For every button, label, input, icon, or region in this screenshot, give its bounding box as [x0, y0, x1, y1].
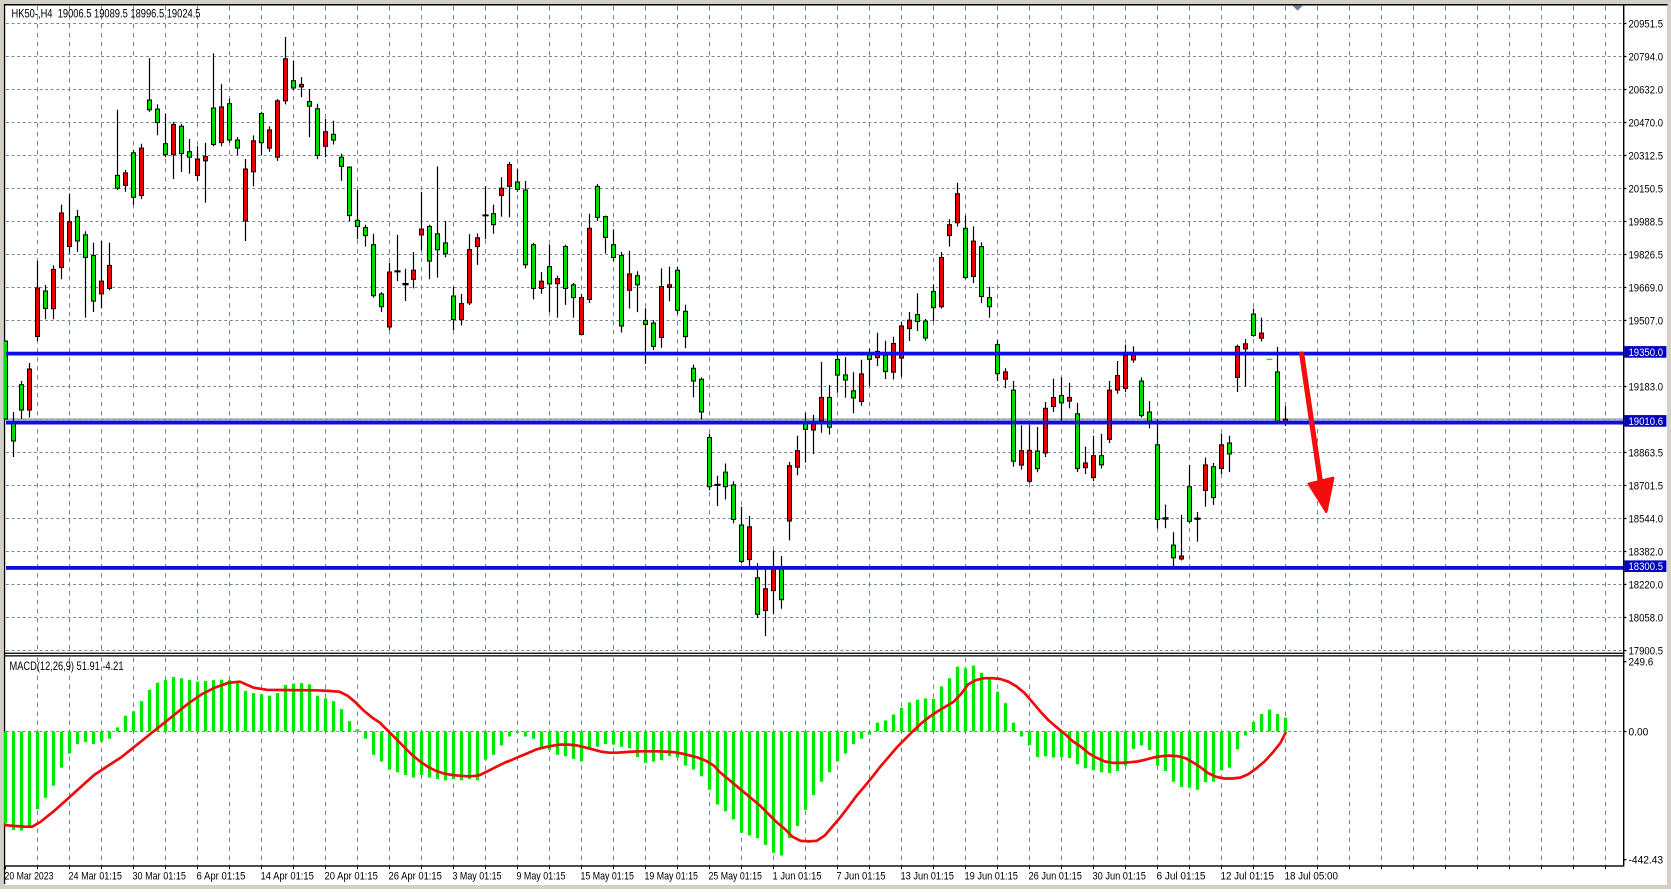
svg-text:19 Jun 01:15: 19 Jun 01:15: [965, 871, 1018, 883]
svg-text:18220.0: 18220.0: [1629, 580, 1664, 592]
svg-text:15 May 01:15: 15 May 01:15: [581, 871, 634, 883]
svg-text:9 May 01:15: 9 May 01:15: [517, 871, 566, 883]
svg-text:12 Jul 01:15: 12 Jul 01:15: [1221, 871, 1274, 883]
svg-text:26 Apr 01:15: 26 Apr 01:15: [389, 871, 442, 883]
svg-text:-442.43: -442.43: [1629, 855, 1664, 867]
svg-text:14 Apr 01:15: 14 Apr 01:15: [261, 871, 314, 883]
svg-text:19010.6: 19010.6: [1629, 416, 1664, 428]
svg-text:3 May 01:15: 3 May 01:15: [453, 871, 502, 883]
svg-text:20 Apr 01:15: 20 Apr 01:15: [325, 871, 378, 883]
svg-text:26 Jun 01:15: 26 Jun 01:15: [1029, 871, 1082, 883]
svg-text:18058.0: 18058.0: [1629, 613, 1664, 625]
svg-text:19988.5: 19988.5: [1629, 217, 1664, 229]
svg-text:30 Mar 01:15: 30 Mar 01:15: [133, 871, 186, 883]
svg-text:1 Jun 01:15: 1 Jun 01:15: [773, 871, 822, 883]
svg-text:20150.5: 20150.5: [1629, 184, 1664, 196]
svg-text:6 Apr 01:15: 6 Apr 01:15: [197, 871, 246, 883]
svg-text:20 Mar 2023: 20 Mar 2023: [5, 871, 54, 883]
svg-text:19507.0: 19507.0: [1629, 316, 1664, 328]
svg-text:19826.5: 19826.5: [1629, 250, 1664, 262]
svg-text:20470.0: 20470.0: [1629, 118, 1664, 130]
svg-text:20632.0: 20632.0: [1629, 85, 1664, 97]
svg-text:20312.5: 20312.5: [1629, 151, 1664, 163]
svg-text:19 May 01:15: 19 May 01:15: [645, 871, 698, 883]
svg-text:0.00: 0.00: [1629, 727, 1649, 739]
svg-text:25 May 01:15: 25 May 01:15: [709, 871, 762, 883]
svg-text:18544.0: 18544.0: [1629, 514, 1664, 526]
svg-text:19669.0: 19669.0: [1629, 283, 1664, 295]
svg-text:7 Jun 01:15: 7 Jun 01:15: [837, 871, 886, 883]
svg-text:18 Jul 05:00: 18 Jul 05:00: [1285, 871, 1338, 883]
svg-text:HK50-,H4 19006.5 19089.5 1899: HK50-,H4 19006.5 19089.5 18996.5 19024.5: [12, 7, 201, 21]
svg-text:20794.0: 20794.0: [1629, 52, 1664, 64]
svg-text:24 Mar 01:15: 24 Mar 01:15: [69, 871, 122, 883]
svg-text:18863.5: 18863.5: [1629, 448, 1664, 460]
svg-text:18382.0: 18382.0: [1629, 547, 1664, 559]
svg-text:30 Jun 01:15: 30 Jun 01:15: [1093, 871, 1146, 883]
svg-text:20951.5: 20951.5: [1629, 19, 1664, 31]
svg-text:18300.5: 18300.5: [1629, 561, 1664, 573]
svg-text:18701.5: 18701.5: [1629, 481, 1664, 493]
svg-text:MACD(12,26,9) 51.91 -4.21: MACD(12,26,9) 51.91 -4.21: [10, 659, 124, 673]
svg-text:19183.0: 19183.0: [1629, 382, 1664, 394]
svg-text:17900.5: 17900.5: [1629, 646, 1664, 658]
svg-text:6 Jul 01:15: 6 Jul 01:15: [1157, 871, 1206, 883]
svg-text:13 Jun 01:15: 13 Jun 01:15: [901, 871, 954, 883]
svg-text:249.6: 249.6: [1629, 657, 1654, 669]
svg-text:19350.0: 19350.0: [1629, 347, 1664, 359]
